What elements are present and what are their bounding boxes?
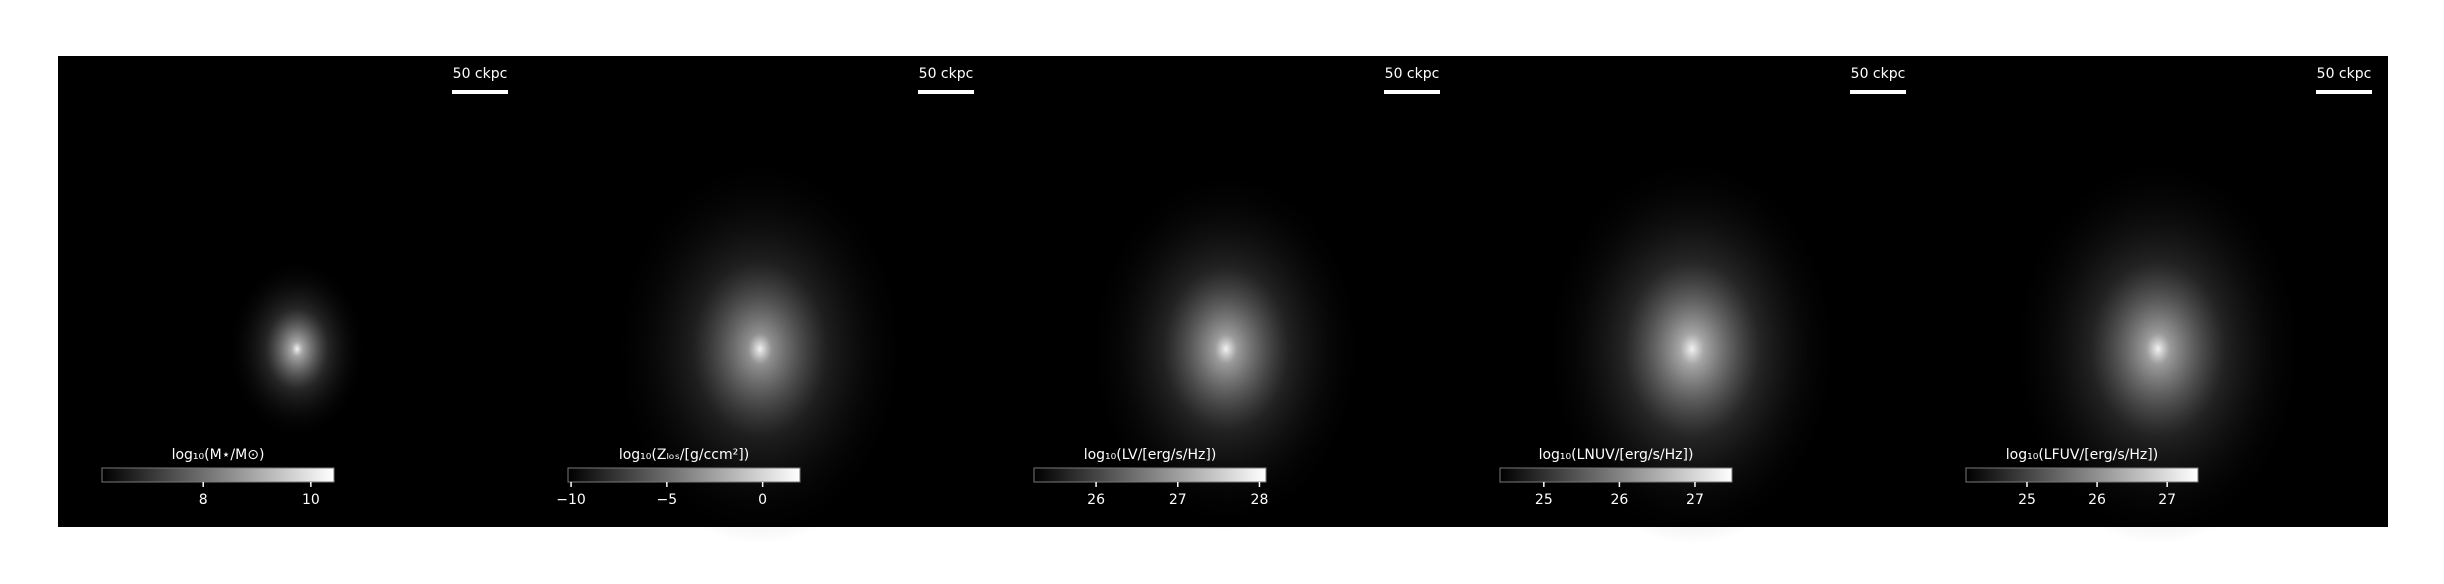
colorbar-tick-label: 0 bbox=[758, 492, 767, 508]
scale-bar-label: 50 ckpc bbox=[2317, 66, 2372, 82]
colorbar-tick-label: 28 bbox=[1251, 492, 1269, 508]
colorbar-label: log₁₀(LNUV/[erg/s/Hz]) bbox=[1539, 447, 1694, 463]
galaxy-image bbox=[2008, 154, 2308, 544]
galaxy-image bbox=[1542, 154, 1842, 544]
colorbar-tick-label: 26 bbox=[1610, 492, 1628, 508]
colorbar-label: log₁₀(Zₗₒₛ/[g/ccm²]) bbox=[619, 447, 749, 463]
colorbar-label: log₁₀(M⋆/M⊙) bbox=[172, 447, 265, 463]
colorbar bbox=[101, 467, 335, 483]
colorbar-tick-label: 27 bbox=[1686, 492, 1704, 508]
colorbar-label: log₁₀(LV/[erg/s/Hz]) bbox=[1084, 447, 1217, 463]
scale-bar-label: 50 ckpc bbox=[453, 66, 508, 82]
colorbar-tick-label: −5 bbox=[657, 492, 678, 508]
colorbar-tick-label: 10 bbox=[302, 492, 320, 508]
scale-bar-label: 50 ckpc bbox=[919, 66, 974, 82]
colorbar-tick-label: 27 bbox=[1169, 492, 1187, 508]
scale-bar-label: 50 ckpc bbox=[1385, 66, 1440, 82]
galaxy-image bbox=[1086, 167, 1366, 531]
colorbar-tick-label: 26 bbox=[2088, 492, 2106, 508]
colorbar-tick-label: 25 bbox=[2018, 492, 2036, 508]
galaxy-image bbox=[227, 258, 367, 440]
colorbar-tick-label: 27 bbox=[2158, 492, 2176, 508]
colorbar-tick-label: 8 bbox=[199, 492, 208, 508]
colorbar bbox=[567, 467, 801, 483]
colorbar bbox=[1499, 467, 1733, 483]
colorbar-label: log₁₀(LFUV/[erg/s/Hz]) bbox=[2006, 447, 2158, 463]
scale-bar-label: 50 ckpc bbox=[1851, 66, 1906, 82]
colorbar-tick-label: −10 bbox=[556, 492, 586, 508]
colorbar-tick-label: 26 bbox=[1087, 492, 1105, 508]
colorbar bbox=[1033, 467, 1267, 483]
galaxy-image bbox=[610, 154, 910, 544]
colorbar-tick-label: 25 bbox=[1535, 492, 1553, 508]
colorbar bbox=[1965, 467, 2199, 483]
